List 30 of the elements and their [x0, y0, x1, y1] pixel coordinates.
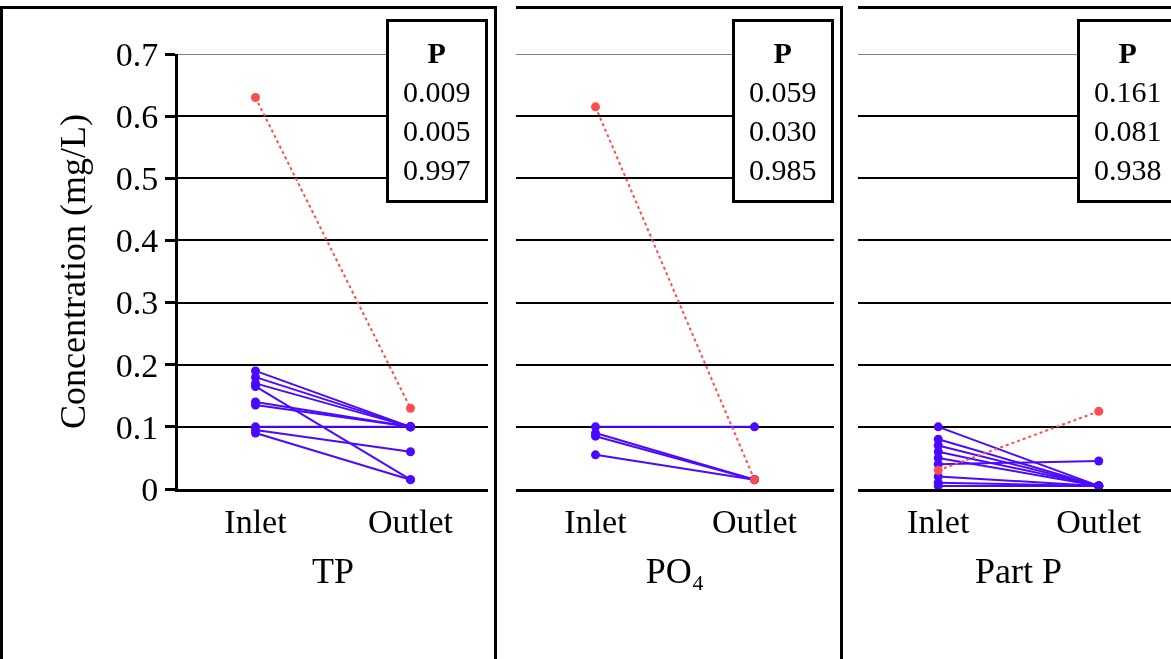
annotation: 0.081	[1094, 114, 1162, 147]
x-tick-label: Inlet	[907, 502, 970, 540]
y-tick-label: 0.7	[115, 35, 159, 73]
y-tick-label: 0.3	[115, 284, 159, 322]
y-tick-label: 0.5	[115, 160, 159, 198]
y-tick-label: 0.2	[115, 346, 159, 384]
x-axis-title: Part P	[974, 551, 1063, 592]
annotation: 0.059	[749, 75, 817, 108]
annotation: P	[427, 36, 446, 69]
annotation: 0.938	[1094, 153, 1162, 186]
y-tick-label: 0	[141, 470, 159, 508]
y-tick-label: 0.6	[115, 98, 159, 136]
x-tick-label: Inlet	[224, 502, 288, 540]
y-axis-title: Concentration (mg/L)	[52, 114, 93, 429]
annotation: 0.030	[749, 114, 817, 147]
annotation: 0.985	[749, 153, 817, 186]
annotation: 0.009	[403, 75, 471, 108]
annotation: P	[1118, 36, 1137, 69]
x-tick-label: Outlet	[368, 502, 454, 540]
x-axis-title: PO₄	[645, 551, 705, 592]
annotation: 0.997	[403, 153, 471, 186]
x-tick-label: Inlet	[564, 502, 628, 540]
x-axis-title: TP	[311, 551, 355, 592]
y-tick-label: 0.4	[115, 222, 159, 260]
x-tick-label: Outlet	[712, 502, 798, 540]
annotation: 0.161	[1094, 75, 1162, 108]
x-tick-label: Outlet	[1056, 502, 1142, 540]
y-tick-label: 0.1	[115, 408, 159, 446]
annotation: P	[773, 36, 792, 69]
annotation: 0.005	[403, 114, 471, 147]
